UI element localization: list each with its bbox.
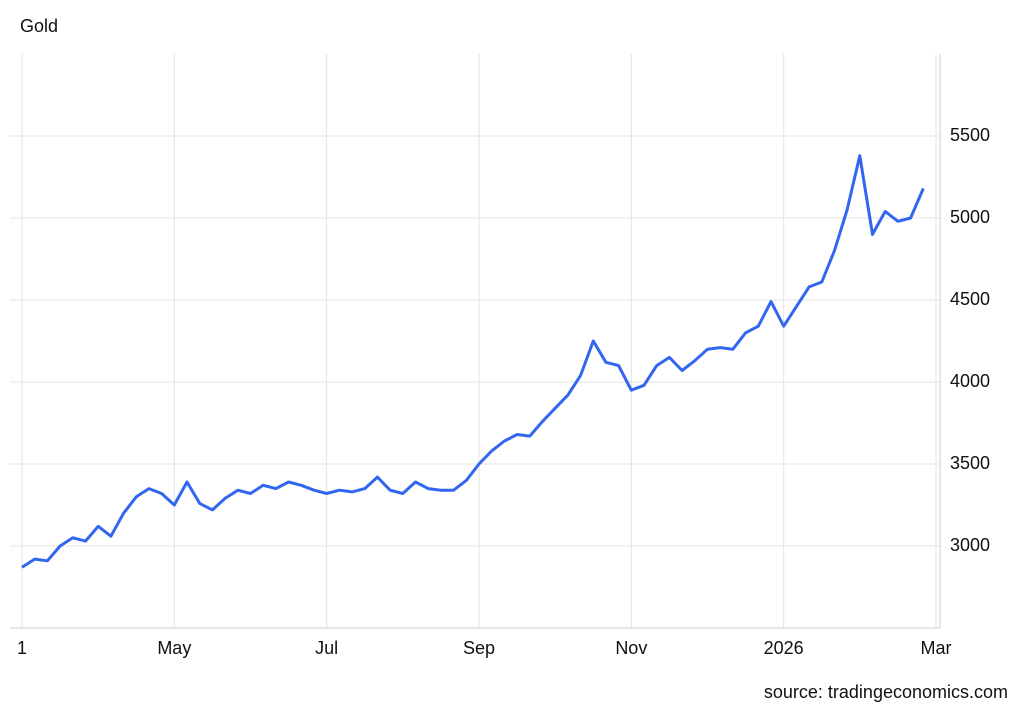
y-tick-label: 5500 xyxy=(950,125,990,145)
x-tick-label: Nov xyxy=(615,638,647,658)
x-tick-label: Jul xyxy=(315,638,338,658)
x-tick-label: 1 xyxy=(17,638,27,658)
source: source: tradingeconomics.com xyxy=(764,682,1008,702)
y-tick-label: 3500 xyxy=(950,453,990,473)
y-tick-label: 4500 xyxy=(950,289,990,309)
x-tick-label: May xyxy=(157,638,191,658)
y-tick-label: 4000 xyxy=(950,371,990,391)
y-tick-label: 5000 xyxy=(950,207,990,227)
x-tick-label: Mar xyxy=(921,638,952,658)
line xyxy=(21,154,925,569)
chart-title: Gold xyxy=(20,16,58,36)
x-tick-label: Sep xyxy=(463,638,495,658)
x-tick-label: 2026 xyxy=(764,638,804,658)
y-tick-label: 3000 xyxy=(950,535,990,555)
